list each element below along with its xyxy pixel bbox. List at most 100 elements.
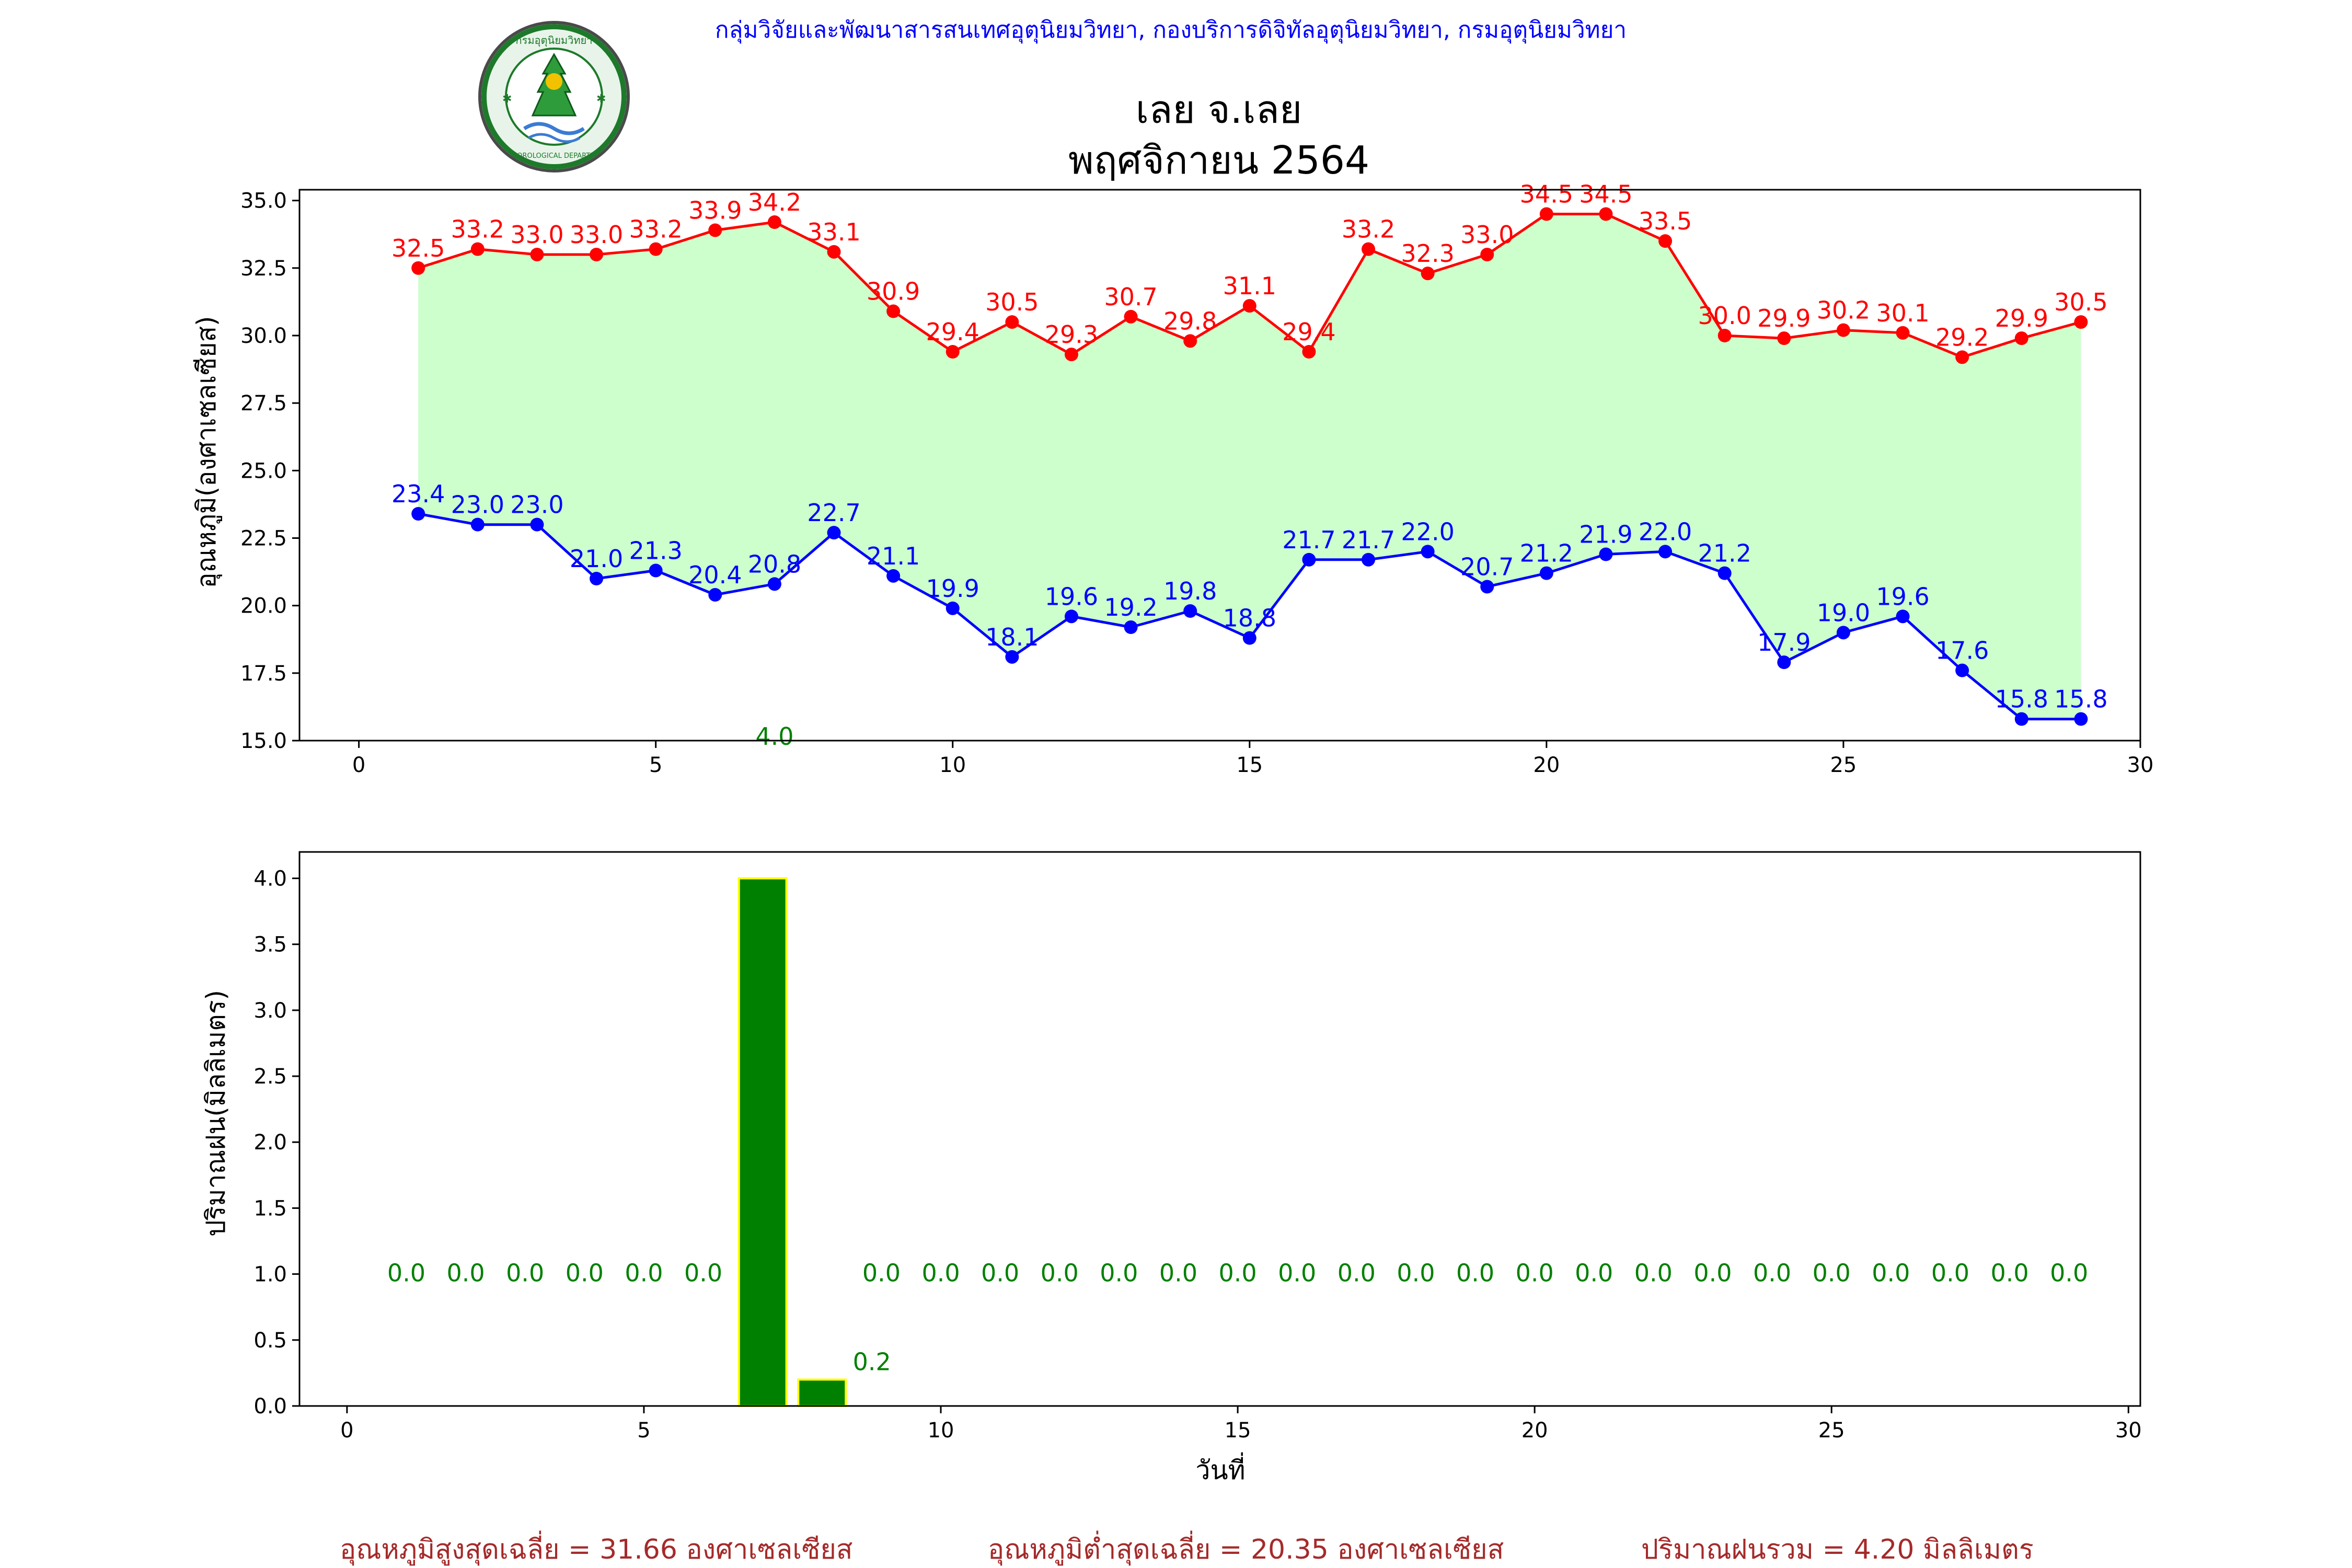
min-temp-point (2014, 712, 2028, 726)
max-temp-point (1717, 329, 1732, 342)
rain-x-axis-label: วันที่ (1195, 1452, 1245, 1485)
rain-data-label: 0.0 (1693, 1259, 1732, 1287)
max-temp-data-label: 33.0 (510, 221, 563, 249)
rain-x-tick-label: 20 (1521, 1419, 1548, 1443)
rain-data-label: 0.0 (1634, 1259, 1673, 1287)
max-temp-data-label: 29.4 (1282, 318, 1335, 346)
temp-x-tick-label: 30 (2127, 753, 2154, 777)
min-temp-data-label: 21.7 (1342, 526, 1395, 554)
min-temp-point (1064, 609, 1078, 624)
rain-data-label: 0.0 (625, 1259, 663, 1287)
temp-y-tick-label: 20.0 (240, 594, 287, 618)
min-temp-data-label: 19.6 (1876, 582, 1929, 610)
footer-avg-min-temp: อุณหภูมิต่ำสุดเฉลี่ย = 20.35 องศาเซลเซีย… (988, 1530, 1504, 1566)
max-temp-data-label: 33.9 (688, 197, 742, 225)
agency-header: กลุ่มวิจัยและพัฒนาสารสนเทศอุตุนิยมวิทยา,… (715, 17, 1627, 44)
rain-y-tick-label: 0.5 (253, 1329, 287, 1353)
rain-data-label: 0.0 (447, 1259, 485, 1287)
min-temp-data-label: 22.0 (1401, 517, 1454, 546)
department-logo: ✱ ✱ กรมอุตุนิยมวิทยา METEOROLOGICAL DEPA… (478, 21, 630, 172)
max-temp-point (1005, 315, 1019, 329)
min-temp-point (1717, 566, 1732, 580)
min-temp-point (470, 517, 485, 532)
svg-text:✱: ✱ (502, 93, 512, 106)
min-temp-data-label: 15.8 (1995, 685, 2048, 713)
rain-y-axis-label: ปริมาณฝน(มิลลิเมตร) (201, 990, 231, 1237)
rain-x-tick-label: 30 (2115, 1419, 2142, 1443)
rain-data-label: 0.0 (1456, 1259, 1494, 1287)
min-temp-point (1896, 609, 1910, 624)
max-temp-data-label: 30.2 (1817, 296, 1870, 325)
logo-lettering: กรมอุตุนิยมวิทยา (516, 34, 593, 47)
rain-y-tick-label: 1.5 (253, 1196, 287, 1220)
max-temp-point (1421, 267, 1435, 281)
temp-y-tick-label: 35.0 (240, 189, 287, 213)
min-temp-point (649, 563, 663, 578)
min-temp-data-label: 21.0 (570, 545, 623, 573)
min-temp-data-label: 20.8 (748, 550, 801, 578)
min-temp-point (708, 588, 722, 602)
max-temp-point (1658, 234, 1673, 248)
max-temp-data-label: 33.2 (1342, 215, 1395, 244)
max-temp-point (708, 223, 722, 237)
rain-data-label: 0.0 (1753, 1259, 1791, 1287)
max-temp-data-label: 33.2 (451, 215, 504, 244)
min-temp-data-label: 21.9 (1579, 521, 1632, 549)
min-temp-data-label: 23.0 (451, 491, 504, 519)
rain-x-tick-label: 15 (1225, 1419, 1251, 1443)
temp-y-axis-label: อุณหภูมิ(องศาเซลเซียส) (191, 316, 222, 588)
rainfall-panel: 0.0 0.0 0.0 0.0 0.0 0.0 0.2 0.0 0.0 0.0 0.0 0.0 0.0 0… (253, 851, 2142, 1443)
max-temp-data-label: 30.5 (985, 288, 1039, 316)
min-temp-point (1242, 631, 1256, 645)
min-temp-point (1599, 547, 1613, 561)
max-temp-data-label: 33.0 (1460, 221, 1514, 249)
max-temp-data-label: 29.9 (1757, 304, 1811, 332)
max-temp-data-label: 34.5 (1520, 180, 1573, 209)
rain-y-tick-label: 0.0 (253, 1394, 287, 1419)
min-temp-data-label: 22.0 (1639, 517, 1692, 546)
rain-y-tick-label: 2.5 (253, 1065, 287, 1089)
rain-data-label: 0.0 (1990, 1259, 2028, 1287)
max-temp-point (886, 304, 901, 318)
min-temp-data-label: 21.2 (1698, 539, 1751, 568)
max-temp-point (530, 248, 544, 261)
min-temp-data-label: 21.1 (867, 542, 920, 570)
max-temp-data-label: 33.0 (570, 221, 623, 249)
min-temp-data-label: 17.6 (1935, 637, 1989, 665)
rain-data-label: 0.0 (1931, 1259, 1969, 1287)
rain-data-label: 0.0 (1159, 1259, 1197, 1287)
temp-x-tick-label: 15 (1236, 753, 1263, 777)
min-temp-data-label: 23.0 (510, 491, 563, 519)
max-temp-point (411, 261, 425, 275)
rain-y-tick-label: 3.0 (253, 999, 287, 1023)
max-temp-data-label: 34.2 (748, 188, 801, 216)
max-temp-data-label: 30.9 (867, 278, 920, 306)
temp-y-tick-label: 17.5 (240, 662, 287, 686)
min-temp-point (1183, 604, 1197, 618)
max-temp-point (1955, 350, 1969, 364)
min-temp-point (1362, 552, 1376, 567)
rain-bar (737, 877, 788, 1407)
min-temp-data-label: 21.7 (1282, 526, 1335, 554)
temp-x-tick-label: 5 (649, 753, 662, 777)
max-temp-point (1836, 323, 1850, 337)
min-temp-point (411, 507, 425, 521)
rain-x-tick-label: 25 (1818, 1419, 1845, 1443)
rain-data-label: 0.0 (1338, 1259, 1376, 1287)
max-temp-data-label: 30.5 (2054, 288, 2107, 316)
max-temp-point (1242, 299, 1256, 313)
min-temp-point (1302, 552, 1316, 567)
min-temp-point (767, 577, 781, 591)
min-temp-point (590, 572, 604, 585)
temp-y-tick-label: 15.0 (240, 729, 287, 753)
min-temp-point (1539, 566, 1553, 580)
rain-data-label: 0.0 (1219, 1259, 1257, 1287)
max-temp-data-label: 30.0 (1698, 302, 1751, 330)
footer-total-rain: ปริมาณฝนรวม = 4.20 มิลลิเมตร (1641, 1534, 2034, 1565)
temperature-range-fill (418, 214, 2081, 719)
min-temp-point (2074, 712, 2088, 726)
temp-y-tick-label: 22.5 (240, 527, 287, 551)
max-temp-data-label: 29.9 (1995, 304, 2048, 332)
rain-data-label: 0.0 (1041, 1259, 1079, 1287)
